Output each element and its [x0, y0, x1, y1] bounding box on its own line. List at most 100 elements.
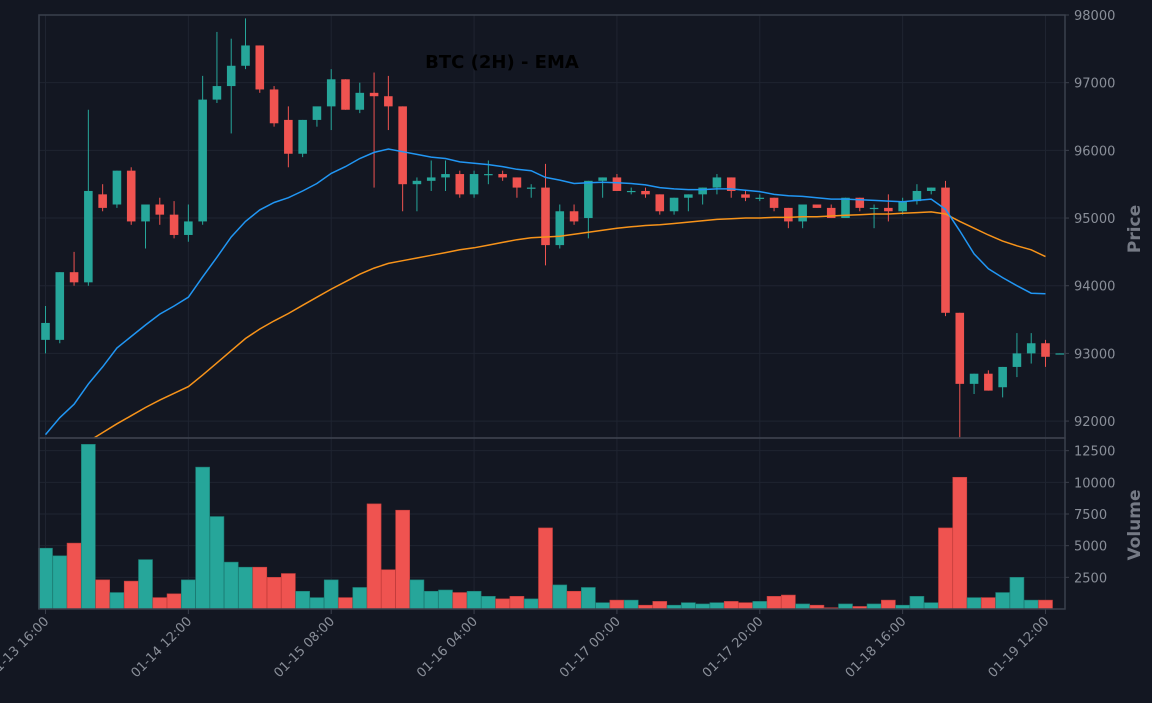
volume-bar [995, 592, 1010, 610]
candle-body [698, 187, 707, 195]
candle-body [226, 65, 236, 87]
volume-bar [509, 596, 525, 610]
candle-body [426, 177, 436, 181]
volume-bar [238, 566, 253, 610]
price-tick-label: 94000 [1074, 280, 1115, 295]
candle-body [255, 45, 265, 90]
price-tick-label: 98000 [1074, 9, 1115, 24]
volume-bar [409, 579, 425, 610]
price-tick-label: 92000 [1074, 415, 1115, 430]
volume-bar [609, 599, 625, 610]
candle-body [926, 187, 936, 191]
candle-body [826, 207, 836, 219]
volume-bar [352, 587, 368, 610]
candle-body [526, 187, 536, 189]
volume-bar [323, 579, 339, 610]
price-tick-label: 96000 [1074, 144, 1115, 159]
candle-body [1026, 343, 1036, 354]
volume-bar [495, 598, 510, 610]
candle-body [126, 170, 136, 222]
candle-body [655, 194, 665, 212]
x-tick-label: 01-13 16:00 [0, 614, 52, 681]
volume-bar [395, 509, 410, 610]
volume-bar [338, 597, 353, 610]
grid [39, 14, 1065, 609]
x-tick-label: 01-14 12:00 [128, 614, 195, 681]
price-panel [39, 15, 1065, 438]
candle-body [612, 177, 622, 191]
candle-body [741, 194, 750, 198]
volume-bar [438, 589, 453, 610]
x-tick-label: 01-19 12:00 [986, 614, 1053, 681]
candle-body [969, 373, 979, 384]
candle-body [755, 197, 765, 199]
volume-bar [52, 555, 68, 610]
volume-bar [266, 577, 282, 610]
volume-bars [38, 444, 1053, 610]
candle-body [955, 312, 965, 384]
candle-body [69, 272, 79, 283]
price-tick-label: 93000 [1074, 347, 1115, 362]
volume-bar [538, 527, 553, 610]
volume-bar [781, 594, 796, 610]
candle-body [812, 204, 822, 208]
volume-bar [423, 590, 439, 610]
candle-body [312, 106, 322, 120]
candle-body [269, 89, 279, 124]
volume-bar [581, 587, 596, 610]
volume-bar [381, 569, 396, 610]
volume-bar [595, 602, 610, 610]
volume-bar [709, 602, 725, 610]
volume-bar [152, 597, 168, 610]
candle-body [1041, 343, 1050, 357]
volume-bar [38, 547, 53, 610]
volume-bar [181, 579, 196, 610]
candle-body [412, 180, 422, 185]
candle-body [498, 174, 507, 178]
volume-bar [523, 598, 539, 610]
volume-bar [223, 561, 239, 610]
volume-bar [109, 592, 125, 610]
volume-axis-label: Volume [1125, 489, 1145, 560]
volume-bar [723, 601, 739, 610]
volume-bar [623, 599, 639, 610]
candle-body [512, 177, 522, 188]
volume-bar [481, 596, 496, 610]
volume-bar [95, 579, 110, 610]
volume-tick-label: 2500 [1074, 571, 1107, 586]
volume-bar [81, 444, 96, 610]
candle-body [641, 190, 650, 195]
candle-body [712, 177, 722, 188]
candle-body [984, 373, 993, 391]
volume-bar [466, 590, 482, 610]
volume-bar [938, 527, 953, 610]
x-tick-label: 01-18 16:00 [843, 614, 910, 681]
volume-bar [552, 584, 568, 610]
candle-body [484, 174, 493, 176]
candle-body [98, 194, 107, 208]
candle-body [726, 177, 736, 191]
candle-body [941, 187, 950, 313]
volume-bar [838, 603, 853, 610]
candle-body [598, 177, 607, 181]
candle-body [184, 221, 193, 235]
candle-body [684, 194, 693, 198]
candle-body [912, 190, 922, 202]
volume-tick-label: 10000 [1074, 476, 1115, 491]
volume-tick-label: 7500 [1074, 508, 1107, 523]
volume-bar [695, 603, 710, 610]
volume-bar [566, 590, 582, 610]
volume-bar [1009, 577, 1025, 610]
volume-bar [681, 602, 696, 610]
candle-body [169, 214, 179, 235]
volume-bar [195, 466, 210, 610]
volume-bar [881, 599, 896, 610]
volume-bar [952, 476, 968, 610]
candle-body [455, 174, 465, 195]
price-tick-label: 97000 [1074, 77, 1115, 92]
x-tick-label: 01-15 08:00 [271, 614, 338, 681]
volume-bar [366, 503, 382, 610]
volume-tick-label: 5000 [1074, 540, 1107, 555]
candle-body [584, 180, 593, 219]
candle-body [326, 79, 336, 107]
